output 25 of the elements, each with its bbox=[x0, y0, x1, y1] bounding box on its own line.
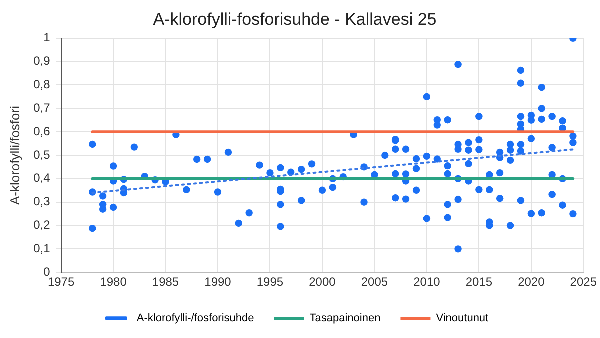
x-tick-label: 2005 bbox=[361, 275, 388, 290]
legend-label: Tasapainoinen bbox=[310, 312, 381, 325]
x-tick-label: 2025 bbox=[570, 275, 598, 290]
x-tick-label: 2015 bbox=[466, 275, 493, 290]
x-tick-label: 1980 bbox=[100, 275, 128, 290]
x-tick-label: 2010 bbox=[414, 275, 441, 290]
y-tick-label: 0,2 bbox=[34, 218, 51, 232]
y-axis-title: A-klorofylli/fosfori bbox=[7, 106, 22, 205]
x-tick-label: 2020 bbox=[518, 275, 546, 290]
chart-title: A-klorofylli-fosforisuhde - Kallavesi 25 bbox=[153, 10, 437, 29]
x-tick-label: 2000 bbox=[309, 275, 336, 290]
x-tick-label: 1995 bbox=[256, 275, 284, 290]
y-tick-label: 0,7 bbox=[34, 100, 51, 115]
y-tick-label: 0,6 bbox=[34, 124, 51, 138]
y-tick-label: 1 bbox=[44, 30, 51, 45]
y-tick-label: 0,5 bbox=[34, 148, 51, 162]
legend-label: Vinoutunut bbox=[436, 312, 489, 325]
y-tick-label: 0,9 bbox=[34, 54, 51, 68]
y-tick-label: 0,4 bbox=[34, 171, 51, 186]
y-tick-label: 0,1 bbox=[34, 241, 51, 256]
legend-label: A-klorofylli-/fosforisuhde bbox=[136, 312, 254, 325]
y-tick-label: 0,8 bbox=[34, 78, 51, 92]
y-tick-label: 0,3 bbox=[34, 194, 51, 209]
x-tick-label: 1985 bbox=[152, 275, 180, 290]
x-tick-label: 1990 bbox=[204, 275, 232, 290]
